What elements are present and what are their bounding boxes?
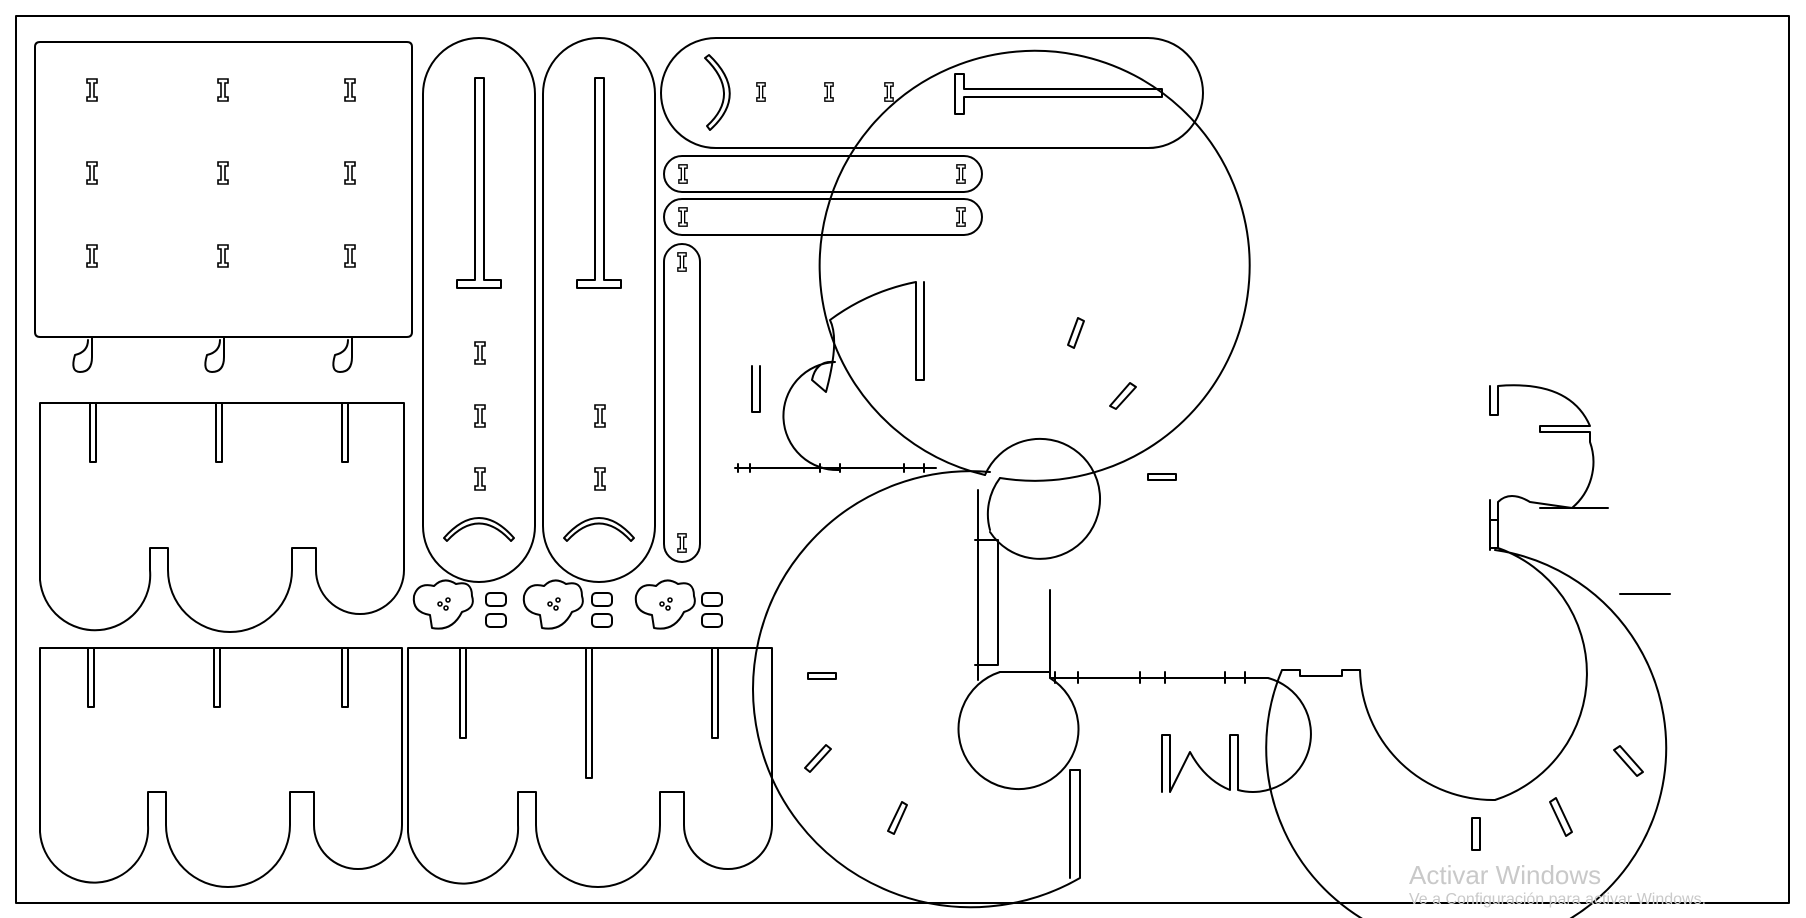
clip-piece-1 (412, 579, 507, 630)
watermark-title: Activar Windows (1409, 860, 1602, 890)
ring-slots (804, 317, 1177, 835)
large-ring-piece (734, 49, 1312, 909)
panel-slots (86, 78, 356, 268)
short-bar-2 (663, 198, 983, 236)
clip-piece-3 (634, 579, 723, 630)
arched-comb-3 (407, 647, 773, 888)
small-clip-pieces (412, 579, 723, 630)
clip-piece-2 (522, 579, 613, 630)
right-ring-slots (1471, 745, 1644, 851)
long-rounded-bar (660, 37, 1204, 149)
tall-bar-1 (422, 37, 536, 583)
arched-comb-2 (39, 647, 403, 888)
short-bar-1 (663, 155, 983, 193)
vertical-slim-bar (663, 243, 701, 563)
tall-bar-2 (542, 37, 656, 583)
slotted-panel (34, 41, 413, 373)
windows-watermark: Activar Windows Ve a Configuración para … (1409, 860, 1706, 910)
arched-comb-1 (39, 402, 405, 633)
panel-hooks (72, 336, 353, 373)
sheet-border (15, 15, 1790, 904)
watermark-subtitle: Ve a Configuración para activar Windows. (1409, 891, 1707, 908)
right-ring-piece (1265, 384, 1671, 918)
